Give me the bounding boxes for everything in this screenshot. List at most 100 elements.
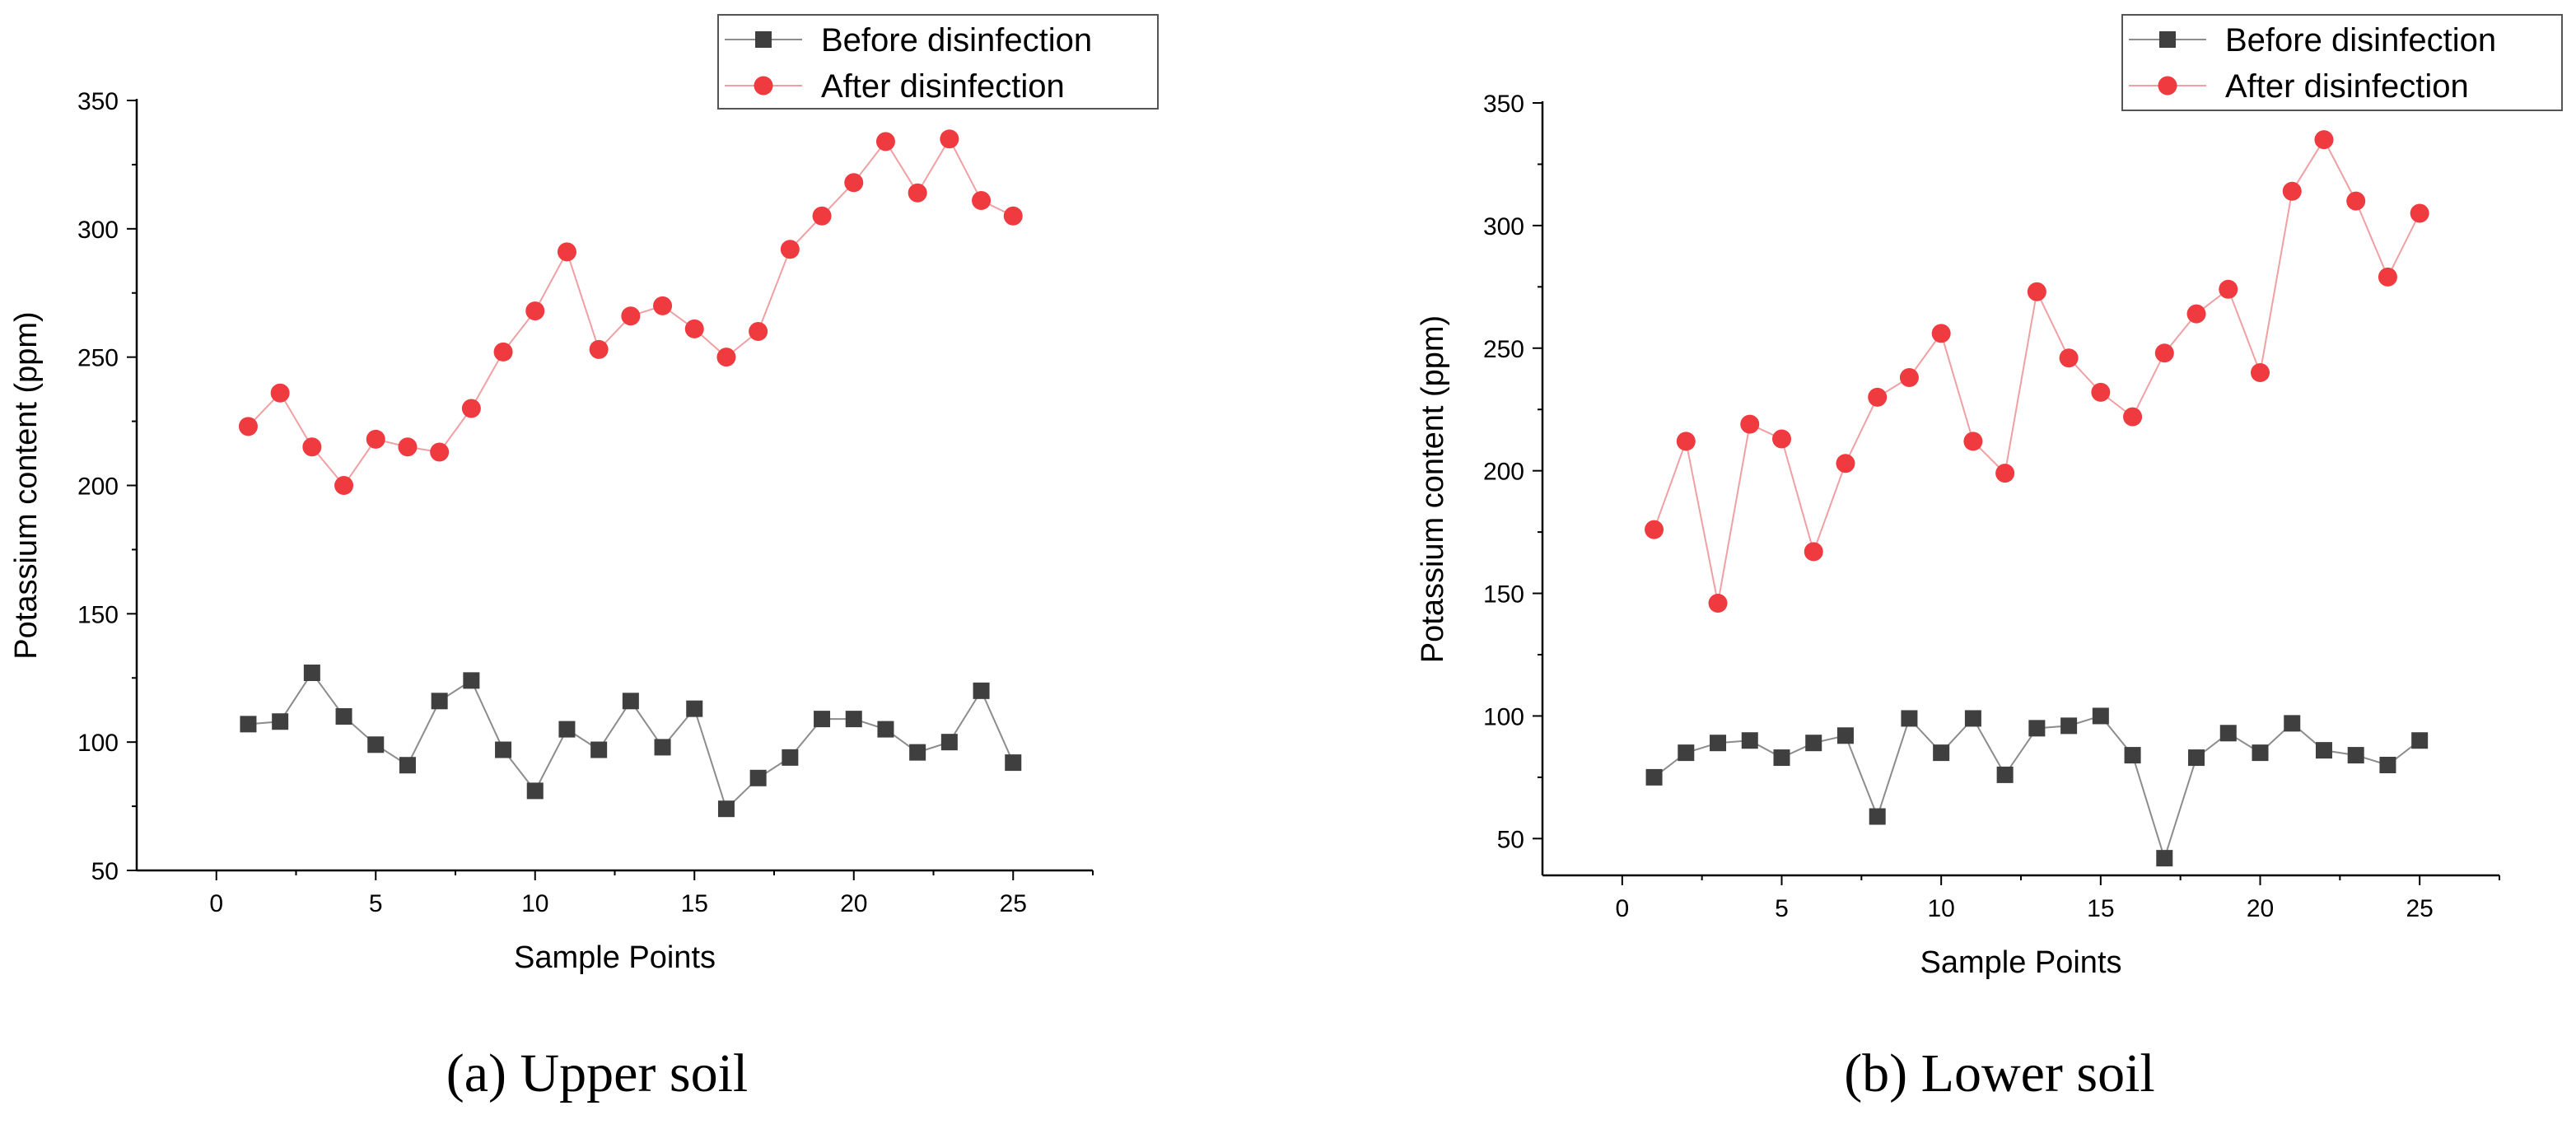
y-tick-label: 50	[1497, 826, 1524, 853]
data-point-before	[272, 713, 289, 730]
data-point-after	[1740, 414, 1760, 434]
x-tick-label: 0	[209, 890, 223, 917]
data-point-before	[1773, 749, 1790, 767]
data-point-before	[782, 749, 799, 766]
chart-panel-upper-soil: 0 5 10 15 20 25 50 100 150 200 250 300 350 Sample Poi…	[9, 14, 1159, 975]
data-point-after	[1003, 206, 1023, 226]
data-point-before	[1805, 735, 1822, 752]
x-axis-title: Sample Points	[1920, 945, 2121, 980]
legend-marker-circle	[754, 76, 773, 96]
x-tick-label: 5	[1775, 895, 1789, 922]
data-point-after	[1804, 542, 1823, 562]
x-tick-label: 0	[1615, 895, 1629, 922]
legend-label: After disinfection	[2225, 68, 2469, 105]
data-point-before	[2028, 720, 2046, 737]
data-point-before	[973, 682, 990, 699]
data-point-before	[431, 693, 448, 710]
data-point-after	[270, 383, 290, 403]
data-point-after	[1676, 432, 1696, 451]
data-point-after	[2251, 363, 2270, 383]
data-point-after	[2059, 348, 2079, 368]
data-point-after	[2410, 203, 2429, 223]
data-point-before	[909, 744, 926, 761]
data-point-before	[2219, 725, 2237, 742]
data-point-after	[972, 191, 992, 211]
data-point-before	[2411, 732, 2429, 749]
x-tick-label: 25	[2406, 895, 2433, 922]
series-line-before	[1653, 715, 2420, 861]
data-point-before	[526, 782, 544, 800]
data-point-after	[2123, 407, 2143, 427]
y-tick-label: 350	[77, 88, 119, 115]
data-point-before	[1933, 744, 1950, 762]
data-point-after	[1708, 593, 1728, 613]
data-point-after	[1931, 324, 1951, 343]
x-tick-label: 20	[2247, 895, 2274, 922]
data-point-before	[940, 734, 958, 751]
data-point-before	[686, 700, 703, 717]
y-tick-label: 100	[1483, 703, 1524, 730]
data-point-after	[653, 296, 673, 315]
data-point-after	[1836, 454, 1855, 474]
legend-label: Before disinfection	[821, 22, 1092, 58]
data-point-after	[589, 339, 609, 359]
data-point-before	[2379, 757, 2396, 773]
y-tick-label: 50	[91, 858, 119, 885]
data-point-after	[1868, 387, 1888, 407]
data-point-before	[1836, 727, 1854, 744]
data-point-after	[1772, 429, 1791, 449]
data-point-after	[525, 301, 545, 321]
y-tick-label: 250	[77, 345, 119, 372]
data-point-before	[2315, 742, 2332, 759]
y-tick-label: 200	[77, 474, 119, 501]
data-point-before	[2060, 717, 2078, 735]
data-point-before	[463, 672, 480, 689]
data-point-before	[845, 711, 862, 728]
data-point-after	[2154, 343, 2174, 363]
data-point-before	[1005, 754, 1022, 772]
chart-panel-lower-soil: 0 5 10 15 20 25 50 100 150 200 250 300 350 Sample Poi…	[1416, 14, 2563, 980]
data-point-after	[302, 437, 322, 457]
data-point-after	[366, 429, 385, 449]
y-tick-label: 350	[1483, 91, 1524, 118]
data-point-after	[2027, 282, 2046, 301]
data-point-before	[717, 800, 735, 818]
legend-label: After disinfection	[821, 68, 1065, 105]
data-point-before	[367, 736, 385, 753]
y-tick-label: 300	[77, 217, 119, 244]
x-tick-label: 5	[369, 890, 383, 917]
y-tick-label: 150	[1483, 581, 1524, 609]
legend-marker-square	[755, 31, 772, 48]
data-point-before	[1901, 710, 1918, 727]
x-axis-title: Sample Points	[514, 940, 716, 975]
data-point-before	[303, 665, 320, 682]
data-point-after	[749, 322, 768, 341]
data-point-after	[430, 442, 450, 462]
x-tick-label: 15	[2087, 895, 2114, 922]
data-point-before	[1869, 808, 1886, 825]
data-point-after	[812, 206, 832, 226]
legend-box	[717, 14, 1159, 110]
data-point-before	[240, 716, 257, 733]
y-axis-title: Potassium content (ppm)	[9, 311, 44, 659]
x-tick-label: 10	[1927, 895, 1954, 922]
data-point-before	[2347, 747, 2364, 764]
data-point-after	[2091, 382, 2111, 402]
data-point-before	[2124, 747, 2141, 764]
series-line-after	[1653, 138, 2421, 604]
y-tick-label: 100	[77, 730, 119, 757]
legend-box	[2121, 14, 2563, 111]
data-point-after	[940, 129, 959, 149]
data-point-before	[1741, 732, 1758, 749]
data-point-after	[557, 242, 576, 262]
data-point-after	[493, 342, 513, 362]
legend-marker-circle	[2158, 76, 2177, 96]
data-point-after	[621, 306, 641, 326]
x-tick-label: 20	[840, 890, 867, 917]
data-point-after	[908, 183, 927, 203]
data-point-before	[1996, 766, 2014, 783]
data-point-before	[814, 711, 831, 728]
data-point-before	[335, 708, 352, 725]
x-tick-label: 10	[521, 890, 548, 917]
x-tick-label: 25	[1000, 890, 1027, 917]
